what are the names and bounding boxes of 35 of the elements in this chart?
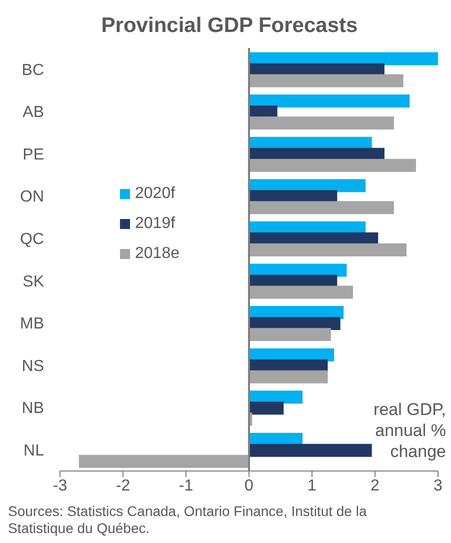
x-tick-label: 2 xyxy=(370,477,380,494)
x-tick-label: -1 xyxy=(178,477,194,494)
x-tick-label: -3 xyxy=(52,477,68,494)
bar xyxy=(249,328,331,342)
y-tick-label: PE xyxy=(22,146,44,164)
y-tick-label: SK xyxy=(22,273,44,290)
bar xyxy=(249,94,410,108)
bar xyxy=(249,370,328,384)
x-tick-label: -2 xyxy=(116,477,130,494)
x-tick-label: 0 xyxy=(244,477,254,494)
bar xyxy=(249,201,394,214)
x-tick-label: 1 xyxy=(308,477,317,494)
bar xyxy=(249,158,416,172)
y-tick-label: QC xyxy=(20,231,44,248)
y-tick-label: AB xyxy=(22,104,44,122)
bar xyxy=(249,402,284,415)
source-note: Sources: Statistics Canada, Ontario Finance, Institut de la Statistique du Québec. xyxy=(8,503,368,537)
y-tick-label: NS xyxy=(22,358,44,375)
bar xyxy=(249,286,353,299)
y-tick-label: ON xyxy=(20,188,44,206)
bar xyxy=(249,444,372,457)
bar xyxy=(249,243,406,256)
legend-label: 2019f xyxy=(135,214,176,234)
x-tick-label: 3 xyxy=(434,477,443,494)
y-tick-label: NL xyxy=(24,442,44,460)
legend-label: 2020f xyxy=(135,184,176,204)
bar xyxy=(249,74,404,88)
annotation: real GDP, annual % change xyxy=(372,399,446,462)
legend-label: 2018e xyxy=(135,244,180,264)
bar xyxy=(78,454,249,468)
bar xyxy=(249,116,394,130)
y-tick-label: BC xyxy=(22,62,44,79)
y-tick-label: NB xyxy=(22,400,44,418)
y-tick-label: MB xyxy=(20,316,44,333)
chart-title: Provincial GDP Forecasts xyxy=(100,13,359,39)
